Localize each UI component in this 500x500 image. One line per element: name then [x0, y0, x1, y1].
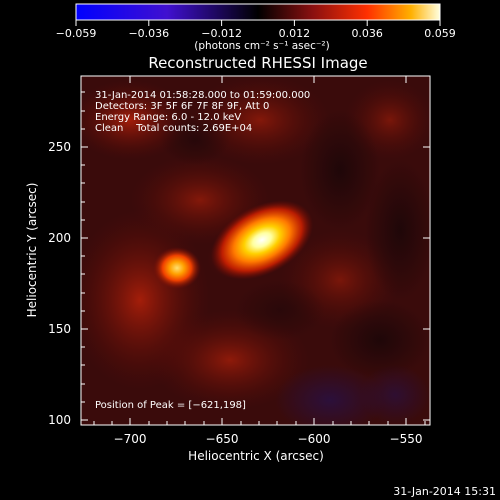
colorbar-tick-label: 0.059 — [424, 27, 456, 40]
detectors: Detectors: 3F 5F 6F 7F 8F 9F, Att 0 — [95, 101, 269, 112]
timestamp: 31-Jan-2014 15:31 — [393, 485, 496, 498]
time-range: 31-Jan-2014 01:58:28.000 to 01:59:00.000 — [95, 90, 310, 101]
y-tick-label: 200 — [48, 231, 71, 245]
colorbar-tick-label: 0.036 — [351, 27, 383, 40]
main-flare-source — [210, 200, 314, 280]
x-tick-label: −600 — [298, 432, 331, 446]
colorbar-units: (photons cm⁻² s⁻¹ asec⁻²) — [194, 40, 329, 52]
info-block: 31-Jan-2014 01:58:28.000 to 01:59:00.000… — [95, 90, 310, 134]
colorbar-tick-label: −0.036 — [128, 27, 169, 40]
energy-range: Energy Range: 6.0 - 12.0 keV — [95, 112, 241, 123]
x-tick-label: −650 — [206, 432, 239, 446]
x-axis-label: Heliocentric X (arcsec) — [188, 449, 324, 463]
colorbar: −0.059 −0.036 −0.012 0.012 0.036 0.059 (… — [56, 3, 456, 52]
clean-counts: Clean Total counts: 2.69E+04 — [95, 123, 252, 134]
x-tick-marks — [93, 76, 426, 425]
secondary-flare-source — [153, 247, 201, 289]
y-tick-marks — [81, 91, 430, 421]
colorbar-tick-marks — [75, 20, 441, 26]
colorbar-tick-label: −0.059 — [56, 27, 97, 40]
colorbar-tick-label: −0.012 — [201, 27, 242, 40]
y-axis-label: Heliocentric Y (arcsec) — [25, 183, 39, 318]
peak-position: Position of Peak = [−621,198] — [95, 400, 246, 411]
x-tick-label: −700 — [114, 432, 147, 446]
x-tick-label: −550 — [390, 432, 423, 446]
colorbar-gradient — [75, 3, 441, 21]
colorbar-tick-label: 0.012 — [279, 27, 311, 40]
y-tick-label: 250 — [48, 140, 71, 154]
y-tick-label: 100 — [48, 413, 71, 427]
plot-frame — [80, 75, 431, 426]
rhessi-image — [81, 76, 430, 425]
y-tick-label: 150 — [48, 322, 71, 336]
plot-title: Reconstructed RHESSI Image — [148, 54, 367, 72]
